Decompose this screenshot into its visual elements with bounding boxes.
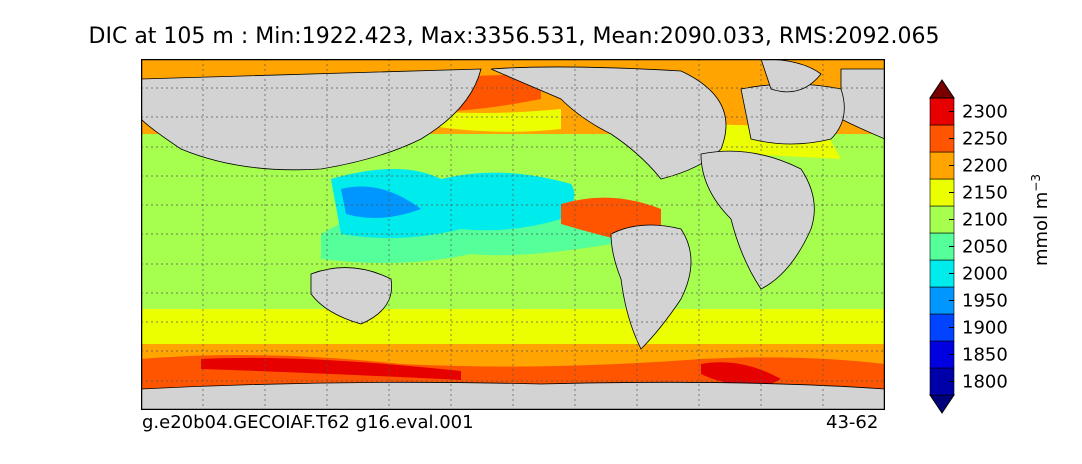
- colorbar-tick-label: 1900: [962, 318, 1008, 339]
- colorbar-tick-label: 2100: [962, 210, 1008, 231]
- graticule: [141, 59, 885, 410]
- map-frame: [141, 59, 885, 410]
- colorbar-tick-label: 1950: [962, 291, 1008, 312]
- greenland: [760, 59, 822, 93]
- ocean-warm-pool-1975: [331, 169, 575, 238]
- ocean-band-south-5: [701, 362, 781, 389]
- colorbar-extend-high: [929, 79, 955, 99]
- colorbar-tick-label: 2250: [962, 129, 1008, 150]
- colorbar-label: mmol m−3: [1029, 174, 1052, 266]
- colorbar-label-sup: −3: [1029, 174, 1043, 192]
- colorbar-tick-label: 2050: [962, 237, 1008, 258]
- ocean-warm-pool-1950: [341, 186, 421, 218]
- australia: [310, 267, 393, 325]
- colorbar-extend-low: [929, 394, 955, 414]
- chart-title: DIC at 105 m : Min:1922.423, Max:3356.53…: [88, 24, 940, 49]
- colorbar-tick-label: 2300: [962, 102, 1008, 123]
- colorbar: 2300 2250 2200 2150 2100 2050 2000 1950 1900 1850…: [929, 79, 1052, 414]
- colorbar-tick-label: 2000: [962, 264, 1008, 285]
- colorbar-tick-label: 2200: [962, 156, 1008, 177]
- year-range: 43-62: [826, 412, 879, 433]
- africa: [700, 150, 815, 290]
- colorbar-label-text: mmol m: [1031, 192, 1052, 266]
- colorbar-ticks: 2300 2250 2200 2150 2100 2050 2000 1950 1900 1850…: [949, 102, 1008, 393]
- ocean-band-south-4: [201, 357, 461, 380]
- case-name: g.e20b04.GECOIAF.T62 g16.eval.001: [142, 412, 474, 433]
- south-america: [610, 224, 692, 350]
- colorbar-tick-label: 2150: [962, 183, 1008, 204]
- colorbar-tick-label: 1800: [962, 372, 1008, 393]
- colorbar-tick-label: 1850: [962, 345, 1008, 366]
- europe: [740, 83, 845, 145]
- dic-map: [141, 59, 885, 410]
